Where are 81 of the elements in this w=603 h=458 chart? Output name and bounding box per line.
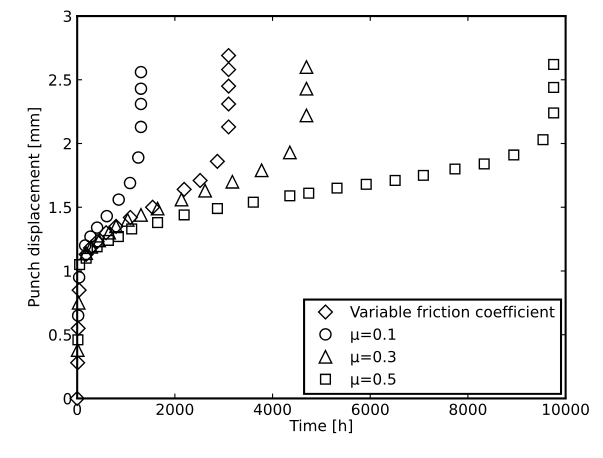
point (508, 149, 520, 161)
y-tick-label: 2.5 (49, 74, 71, 86)
point (212, 202, 223, 214)
point (221, 119, 236, 135)
point (152, 216, 164, 228)
point (221, 48, 236, 64)
point (254, 163, 269, 178)
point (112, 231, 124, 242)
point (198, 184, 212, 198)
point (70, 320, 86, 336)
point (178, 209, 190, 220)
point (221, 78, 236, 94)
point (360, 178, 372, 190)
y-tick-label: 1 (64, 266, 71, 277)
point (150, 202, 165, 216)
legend-label: μ=0.1 (351, 328, 396, 343)
point (284, 190, 296, 202)
point (120, 213, 135, 227)
point (418, 170, 429, 181)
point (548, 58, 560, 70)
point (221, 62, 236, 78)
point (548, 82, 560, 93)
x-tick-label: 4000 (254, 404, 291, 416)
x-tick-label: 6000 (352, 404, 389, 416)
point (98, 225, 114, 240)
point (132, 151, 145, 164)
point (70, 355, 86, 370)
point (176, 182, 192, 197)
point (478, 158, 490, 170)
point (300, 108, 314, 122)
point (390, 174, 401, 186)
x-axis-title: Time [h] (289, 419, 352, 434)
y-axis-title: Punch displacement [mm] (28, 108, 42, 306)
point (221, 96, 236, 112)
point (124, 176, 136, 190)
point (145, 200, 160, 215)
point (72, 334, 84, 346)
point (126, 223, 138, 234)
point (72, 309, 84, 322)
y-tick-label: 0.5 (49, 329, 71, 341)
x-tick-label: 8000 (450, 404, 486, 416)
point (134, 98, 148, 110)
point (74, 259, 86, 270)
point (134, 120, 148, 134)
point (174, 192, 188, 207)
point (78, 239, 92, 252)
y-tick-label: 3 (64, 10, 72, 22)
point (70, 343, 85, 357)
point (72, 282, 87, 298)
point (210, 154, 225, 169)
x-tick-label: 2000 (156, 404, 194, 416)
x-tick-label: 10000 (542, 404, 589, 416)
point (331, 182, 343, 194)
point (134, 82, 148, 95)
point (100, 210, 114, 222)
point (102, 226, 116, 240)
point (548, 107, 560, 118)
point (303, 188, 314, 199)
point (102, 234, 114, 246)
legend-label: μ=0.3 (351, 350, 396, 366)
legend-label: Variable friction coefficient (350, 306, 555, 318)
point (192, 172, 208, 188)
point (122, 210, 138, 226)
y-tick-label: 2 (64, 138, 71, 150)
legend-label: μ=0.5 (351, 373, 396, 388)
y-tick-label: 1.5 (50, 202, 71, 214)
point (90, 221, 104, 234)
point (225, 174, 240, 189)
point (112, 193, 125, 206)
point (134, 208, 148, 222)
y-tick-label: 0 (64, 392, 72, 404)
point (449, 163, 461, 175)
point (300, 60, 314, 74)
point (537, 134, 549, 146)
point (72, 271, 86, 284)
point (72, 296, 86, 310)
point (84, 230, 97, 243)
point (300, 82, 314, 96)
point (282, 145, 297, 160)
point (134, 66, 148, 78)
point (248, 196, 259, 208)
